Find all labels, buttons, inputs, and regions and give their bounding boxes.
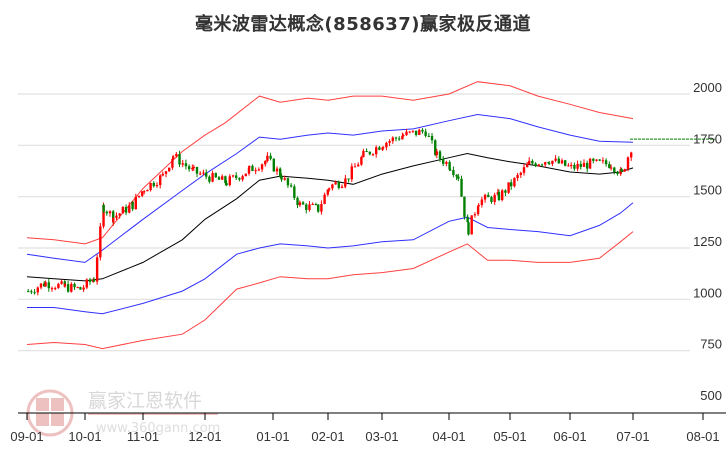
- y-tick-label: 500: [700, 388, 722, 403]
- chart-title: 毫米波雷达概念(858637)赢家极反通道: [194, 14, 532, 35]
- y-tick-label: 1000: [693, 285, 722, 300]
- x-tick-label: 01-01: [256, 429, 289, 444]
- band-inner_upper: [26, 113, 634, 263]
- x-tick-label: 12-01: [188, 429, 221, 444]
- y-tick-label: 750: [700, 337, 722, 352]
- watermark: 赢家江恩软件 www.360gann.com: [26, 389, 220, 437]
- x-tick-label: 11-01: [127, 429, 159, 444]
- x-tick-label: 10-01: [68, 429, 101, 444]
- watermark-brand: 赢家江恩软件: [88, 390, 202, 412]
- y-tick-label: 1500: [693, 183, 722, 198]
- y-tick-label: 1250: [693, 234, 722, 249]
- gridlines: [18, 93, 690, 352]
- x-tick-label: 02-01: [311, 429, 344, 444]
- x-tick-label: 09-01: [10, 429, 43, 444]
- x-tick-label: 05-01: [493, 429, 526, 444]
- band-inner_lower: [27, 202, 634, 315]
- channel-bands: [26, 81, 634, 350]
- x-tick-label: 07-01: [616, 429, 649, 444]
- x-tick-label: 03-01: [365, 429, 398, 444]
- y-tick-label: 2000: [693, 80, 722, 95]
- band-outer_lower: [26, 231, 634, 350]
- x-tick-label: 04-01: [432, 429, 465, 444]
- x-tick-label: 08-01: [686, 429, 719, 444]
- watermark-url: www.360gann.com: [96, 421, 220, 436]
- band-outer_upper: [26, 81, 634, 245]
- band-middle: [26, 152, 634, 282]
- axes: 2000 1750 1500 1250 1000 750 500 09-01 10-01 11-0…: [10, 80, 726, 444]
- candlesticks: [27, 128, 633, 296]
- y-tick-label: 1750: [693, 131, 722, 146]
- x-tick-label: 06-01: [553, 429, 586, 444]
